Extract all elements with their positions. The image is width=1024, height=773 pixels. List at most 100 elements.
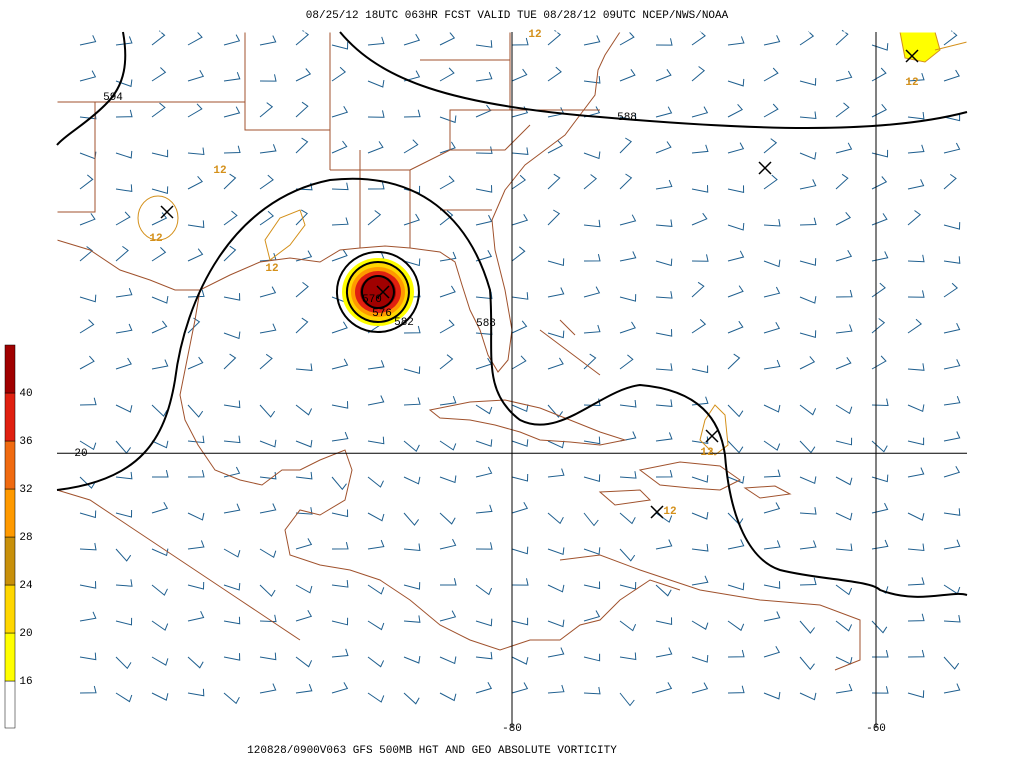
colorbar-segment	[4, 584, 16, 634]
wind-barb	[727, 685, 745, 694]
wind-barb	[187, 220, 205, 228]
wind-barb	[691, 66, 706, 82]
wind-barb	[835, 584, 853, 596]
wind-barb	[943, 142, 961, 154]
wind-barb	[295, 404, 313, 416]
wind-barb	[259, 174, 274, 190]
wind-barb	[259, 614, 277, 623]
wind-barb	[187, 540, 205, 550]
wind-barb	[727, 649, 745, 658]
wind-barb	[79, 174, 94, 190]
wind-barb	[691, 144, 709, 154]
wind-barb	[763, 103, 779, 118]
wind-barb	[403, 543, 421, 552]
wind-barb	[403, 476, 421, 485]
wind-barb	[439, 32, 456, 46]
wind-barb	[223, 353, 237, 370]
height-contour-label: 594	[103, 92, 123, 104]
wind-barb	[619, 652, 637, 661]
wind-barb	[295, 439, 313, 448]
colorbar-label: 16	[19, 676, 32, 688]
wind-barb	[835, 249, 853, 262]
wind-barb	[547, 173, 561, 190]
wind-barb	[583, 512, 599, 527]
wind-barb	[943, 222, 961, 230]
wind-barb	[763, 611, 781, 622]
wind-barb	[871, 620, 888, 634]
wind-barb	[727, 142, 745, 154]
x-markers	[160, 49, 919, 519]
wind-barb	[763, 646, 781, 658]
wind-barb	[727, 36, 745, 46]
wind-barb	[727, 582, 745, 591]
wind-barb	[907, 290, 925, 298]
wind-barb	[295, 101, 309, 118]
wind-barb	[835, 656, 853, 665]
wind-barb	[511, 502, 529, 514]
wind-barb	[943, 465, 961, 478]
height-contour	[360, 275, 395, 309]
colorbar-segment	[4, 440, 16, 490]
wind-barb	[79, 294, 97, 303]
wind-barb	[619, 581, 637, 590]
vorticity-contour-label: 12	[905, 77, 918, 89]
wind-barb	[907, 254, 925, 263]
wind-barb	[943, 396, 961, 406]
wind-barb	[511, 37, 529, 46]
wind-barb	[655, 179, 673, 190]
vorticity-contour-label: 12	[213, 165, 226, 177]
wind-barb	[367, 36, 385, 46]
wind-barb	[691, 212, 708, 226]
wind-barb	[943, 30, 958, 46]
wind-barb	[223, 400, 241, 409]
wind-barb	[727, 222, 745, 231]
wind-barb	[187, 435, 205, 444]
wind-barb	[619, 692, 635, 707]
colorbar-label: 20	[19, 628, 32, 640]
wind-barb	[799, 404, 817, 416]
wind-barb	[259, 503, 277, 514]
wind-barb	[331, 648, 349, 658]
wind-barb	[223, 34, 241, 46]
wind-barb	[655, 399, 673, 407]
wind-barb	[943, 173, 957, 190]
wind-barb	[835, 543, 853, 552]
wind-barb	[223, 653, 241, 661]
wind-barb	[835, 683, 853, 694]
extremum-marker	[160, 205, 174, 219]
wind-barb	[367, 210, 382, 226]
wind-barb	[187, 31, 203, 46]
latitude-label: 20	[74, 448, 87, 460]
wind-barb	[439, 175, 455, 190]
wind-barb	[403, 258, 421, 267]
wind-barb	[907, 210, 922, 226]
wind-barb	[115, 471, 133, 480]
wind-barb	[331, 249, 348, 262]
wind-barb	[799, 476, 817, 485]
wind-barb	[583, 653, 601, 662]
map-caption: 120828/0900V063 GFS 500MB HGT AND GEO AB…	[247, 745, 617, 757]
wind-barb	[439, 285, 456, 298]
wind-barb	[440, 578, 457, 586]
wind-barb	[872, 649, 889, 658]
wind-barb	[475, 104, 492, 118]
wind-barb	[79, 213, 96, 226]
wind-barb	[367, 620, 385, 631]
wind-barb	[259, 286, 277, 298]
wind-barb	[907, 404, 925, 413]
colorbar-segment	[4, 392, 16, 442]
wind-barb	[115, 579, 133, 587]
wind-barb	[439, 319, 455, 334]
colorbar-label: 32	[19, 484, 32, 496]
wind-barb	[619, 69, 636, 82]
wind-barb	[187, 289, 205, 298]
extremum-marker	[905, 49, 919, 63]
wind-barb	[259, 144, 277, 154]
wind-barb	[403, 397, 421, 406]
wind-barb	[799, 356, 816, 370]
wind-barb	[331, 617, 349, 626]
wind-barb	[547, 29, 562, 46]
wind-barb	[907, 144, 925, 154]
wind-barb	[619, 548, 636, 562]
